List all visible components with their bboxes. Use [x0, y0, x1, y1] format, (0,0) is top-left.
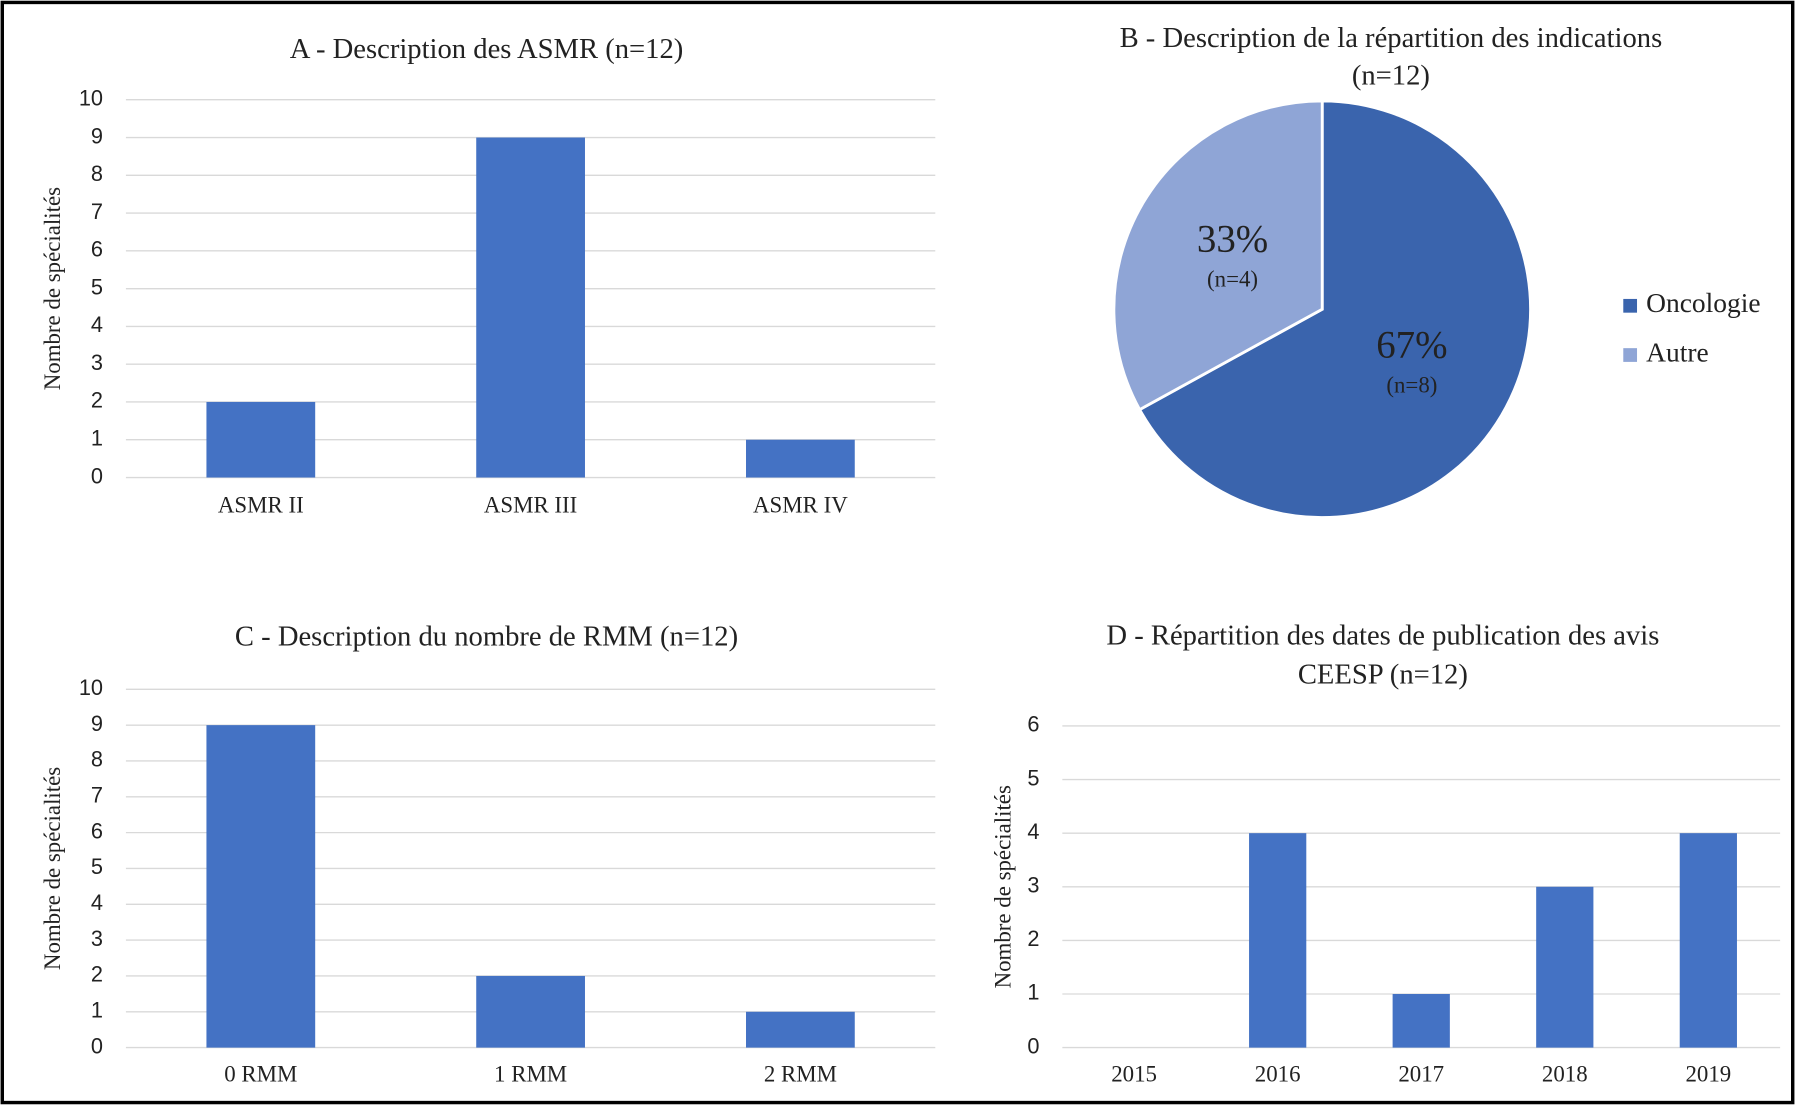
value-label: 33% — [1197, 217, 1268, 260]
y-tick-label: 8 — [91, 747, 103, 772]
y-tick-label: 2 — [91, 388, 103, 413]
pie-slice — [1112, 99, 1324, 412]
x-tick-label: 1 RMM — [494, 1061, 567, 1086]
y-tick-label: 3 — [1027, 873, 1039, 898]
x-tick-label: ASMR II — [218, 493, 304, 518]
y-tick-label: 6 — [1027, 712, 1039, 737]
y-tick-label: 1 — [91, 425, 103, 450]
y-tick-label: 5 — [91, 854, 103, 879]
y-tick-label: 9 — [91, 711, 103, 736]
y-tick-label: 5 — [1027, 765, 1039, 790]
y-tick-label: 6 — [91, 237, 103, 262]
y-tick-label: 7 — [91, 783, 103, 808]
y-tick-label: 7 — [91, 199, 103, 224]
y-tick-label: 1 — [91, 998, 103, 1023]
bar — [1392, 993, 1450, 1048]
bar — [476, 975, 585, 1048]
legend-swatch — [1623, 298, 1638, 313]
y-axis-label: Nombre de spécialités — [40, 187, 65, 390]
count-label: (n=4) — [1207, 267, 1258, 292]
y-tick-label: 5 — [91, 274, 103, 299]
x-tick-label: 2 RMM — [764, 1061, 837, 1086]
x-tick-label: 2015 — [1111, 1061, 1157, 1086]
count-label: (n=8) — [1386, 373, 1437, 398]
bar — [206, 401, 316, 478]
chart-title: D - Répartition des dates de publication… — [1106, 620, 1659, 651]
y-tick-label: 8 — [91, 161, 103, 186]
x-tick-label: 2016 — [1255, 1061, 1301, 1086]
chart-title: B - Description de la répartition des in… — [1120, 23, 1663, 54]
x-tick-label: 2019 — [1685, 1061, 1731, 1086]
y-tick-label: 2 — [91, 962, 103, 987]
y-axis-label: Nombre de spécialités — [990, 785, 1015, 988]
y-tick-label: 0 — [91, 463, 103, 488]
y-tick-label: 1 — [1027, 980, 1039, 1005]
y-tick-label: 9 — [91, 123, 103, 148]
bar — [746, 439, 855, 478]
y-tick-label: 6 — [91, 818, 103, 843]
x-tick-label: 2017 — [1398, 1061, 1444, 1086]
bar — [1249, 833, 1307, 1048]
x-tick-label: 0 RMM — [224, 1061, 297, 1086]
chart-title: CEESP (n=12) — [1298, 659, 1468, 690]
pie-slice — [1137, 99, 1532, 519]
y-tick-label: 10 — [79, 675, 103, 700]
y-tick-label: 4 — [1027, 819, 1039, 844]
y-tick-label: 4 — [91, 312, 103, 337]
bar — [206, 725, 316, 1048]
y-tick-label: 10 — [79, 85, 103, 110]
y-axis-label: Nombre de spécialités — [40, 767, 65, 970]
chart-title: A - Description des ASMR (n=12) — [290, 34, 684, 65]
legend-label: Autre — [1646, 337, 1709, 367]
chart-title: C - Description du nombre de RMM (n=12) — [235, 621, 738, 652]
y-tick-label: 0 — [91, 1033, 103, 1058]
bar — [1536, 886, 1594, 1048]
y-tick-label: 4 — [91, 890, 103, 915]
x-tick-label: 2018 — [1542, 1061, 1588, 1086]
y-tick-label: 0 — [1027, 1033, 1039, 1058]
x-tick-label: ASMR IV — [753, 493, 848, 518]
legend-label: Oncologie — [1646, 288, 1760, 318]
y-tick-label: 3 — [91, 350, 103, 375]
y-tick-label: 2 — [1027, 926, 1039, 951]
y-tick-label: 3 — [91, 926, 103, 951]
bar — [746, 1011, 855, 1048]
value-label: 67% — [1376, 323, 1447, 366]
bar — [476, 137, 585, 478]
chart-title: (n=12) — [1352, 61, 1430, 92]
x-tick-label: ASMR III — [484, 493, 577, 518]
bar — [1679, 833, 1737, 1048]
legend-swatch — [1623, 348, 1638, 362]
